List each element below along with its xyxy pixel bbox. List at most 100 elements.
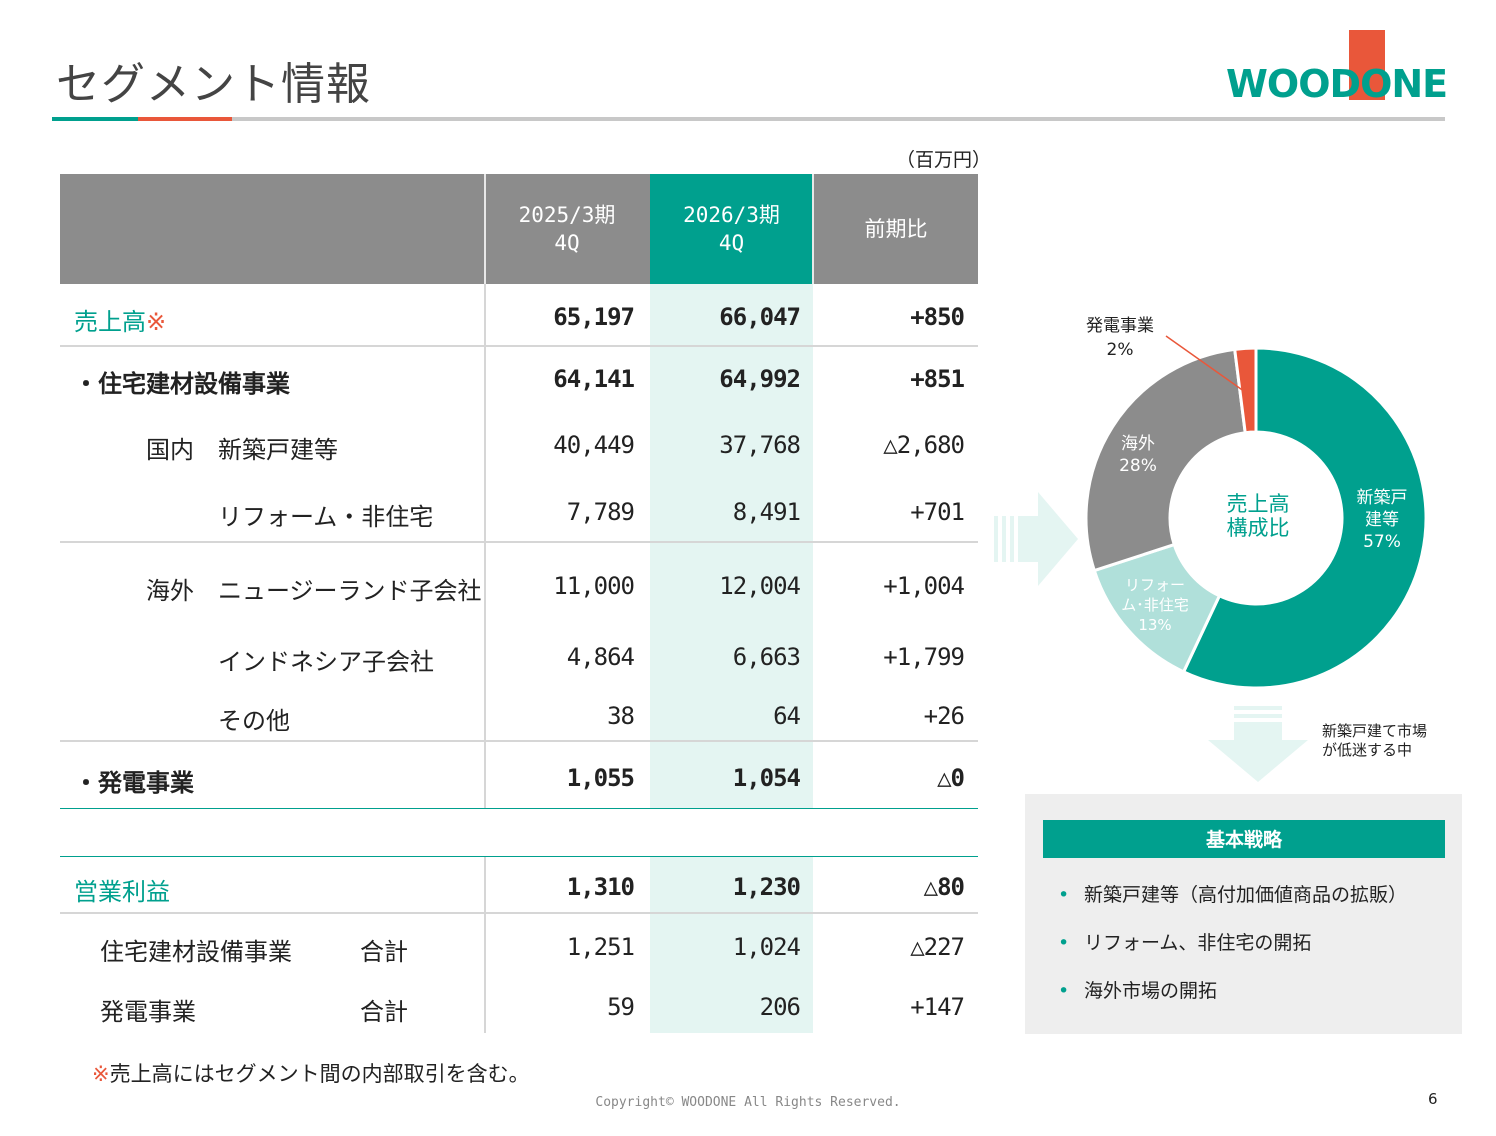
down-arrow-icon [1208,706,1308,782]
overseas-group-label: 海外 [146,577,194,605]
reform-prev: 7,789 [566,498,635,526]
op-power-prev: 59 [607,993,635,1021]
op-power-yoy: +147 [910,993,965,1021]
market-note: 新築戸建て市場 が低迷する中 [1322,722,1428,759]
op-power-total-label: 合計 [360,998,408,1026]
bullet-icon: • [1058,884,1070,906]
indonesia-label: インドネシア子会社 [218,648,434,676]
title-underline-orange-accent [138,117,232,121]
sales-label: 売上高 [74,308,146,336]
strategy-item: • リフォーム、非住宅の開拓 [1058,928,1311,955]
title-underline-teal-accent [52,117,138,121]
column-divider [484,857,486,1033]
row-divider [60,912,978,914]
row-divider [60,541,978,543]
donut-slice-new-house [1181,346,1428,690]
donut-slice-power [1233,346,1258,435]
section-divider [60,856,978,857]
footnote: ※売上高にはセグメント間の内部取引を含む。 [92,1058,530,1088]
op-housing-label: 住宅建材設備事業 [100,938,292,966]
domestic-new-current: 37,768 [719,431,801,459]
sales-prev: 65,197 [553,303,635,331]
sales-composition-donut-chart [1084,346,1428,690]
slice-name: 発電事業 [1086,316,1154,336]
op-housing-yoy: △227 [910,933,965,961]
other-yoy: +26 [923,702,965,730]
op-profit-current: 1,230 [732,873,801,901]
power-yoy: △0 [937,764,965,792]
bullet-icon: • [1058,932,1070,954]
other-label: その他 [218,707,290,735]
strategy-item: • 新築戸建等（高付加価値商品の拡販） [1058,880,1407,907]
power-label: ・発電事業 [74,769,194,797]
table-header-background [60,174,978,284]
slice-name: 新築戸 建等 [1356,488,1408,530]
section-divider [60,808,978,809]
indonesia-yoy: +1,799 [883,643,965,671]
title-underline [52,117,1445,121]
power-slice-leader-line [1165,335,1249,395]
slice-pct: 13% [1138,616,1172,634]
domestic-new-yoy: △2,680 [883,431,965,459]
header-current-period: 2026/3期 4Q [683,203,780,255]
domestic-group-label: 国内 [146,436,194,464]
bullet-icon: • [1058,980,1070,1002]
slice-name: 海外 [1121,434,1155,454]
slice-pct: 2% [1106,340,1134,360]
slice-label-overseas: 海外 28% [1108,433,1168,477]
op-profit-yoy: △80 [923,873,965,901]
page-title: セグメント情報 [56,59,371,110]
housing-yoy: +851 [910,365,965,393]
sales-note-mark: ※ [146,308,167,336]
donut-slice-overseas [1084,347,1247,573]
reform-label: リフォーム・非住宅 [218,503,434,531]
op-profit-prev: 1,310 [566,873,635,901]
nz-current: 12,004 [719,572,801,600]
logo-flag-shape [1349,30,1385,100]
page-number: 6 [1428,1090,1438,1108]
right-arrow-icon [994,492,1078,586]
indonesia-prev: 4,864 [566,643,635,671]
header-divider [812,174,814,284]
slice-label-new-house: 新築戸 建等 57% [1340,487,1424,553]
other-current: 64 [773,702,801,730]
nz-label: ニュージーランド子会社 [218,577,482,605]
op-profit-label: 営業利益 [74,878,170,906]
nz-yoy: +1,004 [883,572,965,600]
copyright: Copyright© WOODONE All Rights Reserved. [595,1095,901,1110]
nz-prev: 11,000 [553,572,635,600]
table-header-current-period [650,174,813,284]
reform-current: 8,491 [732,498,801,526]
logo-text: WOODONE [1226,62,1448,106]
reform-yoy: +701 [910,498,965,526]
op-housing-total-label: 合計 [360,938,408,966]
current-period-column-highlight [650,284,813,808]
strategy-title: 基本戦略 [1043,820,1445,858]
unit-label: （百万円） [896,149,992,171]
strategy-item-text: 新築戸建等（高付加価値商品の拡販） [1084,884,1408,906]
sales-yoy: +850 [910,303,965,331]
slice-pct: 28% [1119,456,1157,476]
slice-pct: 57% [1363,532,1401,552]
footnote-mark: ※ [92,1062,110,1086]
domestic-new-prev: 40,449 [553,431,635,459]
row-divider [60,345,978,347]
housing-prev: 64,141 [553,365,635,393]
op-housing-current: 1,024 [732,933,801,961]
other-prev: 38 [607,702,635,730]
housing-current: 64,992 [719,365,801,393]
strategy-item-text: リフォーム、非住宅の開拓 [1084,932,1312,954]
strategy-item-text: 海外市場の開拓 [1084,980,1218,1002]
op-housing-prev: 1,251 [566,933,635,961]
woodone-logo: WOODONE [1226,30,1448,106]
header-prev-period: 2025/3期 4Q [518,203,616,255]
header-yoy: 前期比 [864,217,928,241]
slice-name: リフォー ム･非住宅 [1121,576,1189,614]
row-divider [60,740,978,742]
housing-label: ・住宅建材設備事業 [74,370,290,398]
slice-label-reform: リフォー ム･非住宅 13% [1110,575,1200,635]
indonesia-current: 6,663 [732,643,801,671]
header-divider [484,174,486,284]
op-power-label: 発電事業 [100,998,196,1026]
footnote-text: 売上高にはセグメント間の内部取引を含む。 [109,1062,530,1086]
